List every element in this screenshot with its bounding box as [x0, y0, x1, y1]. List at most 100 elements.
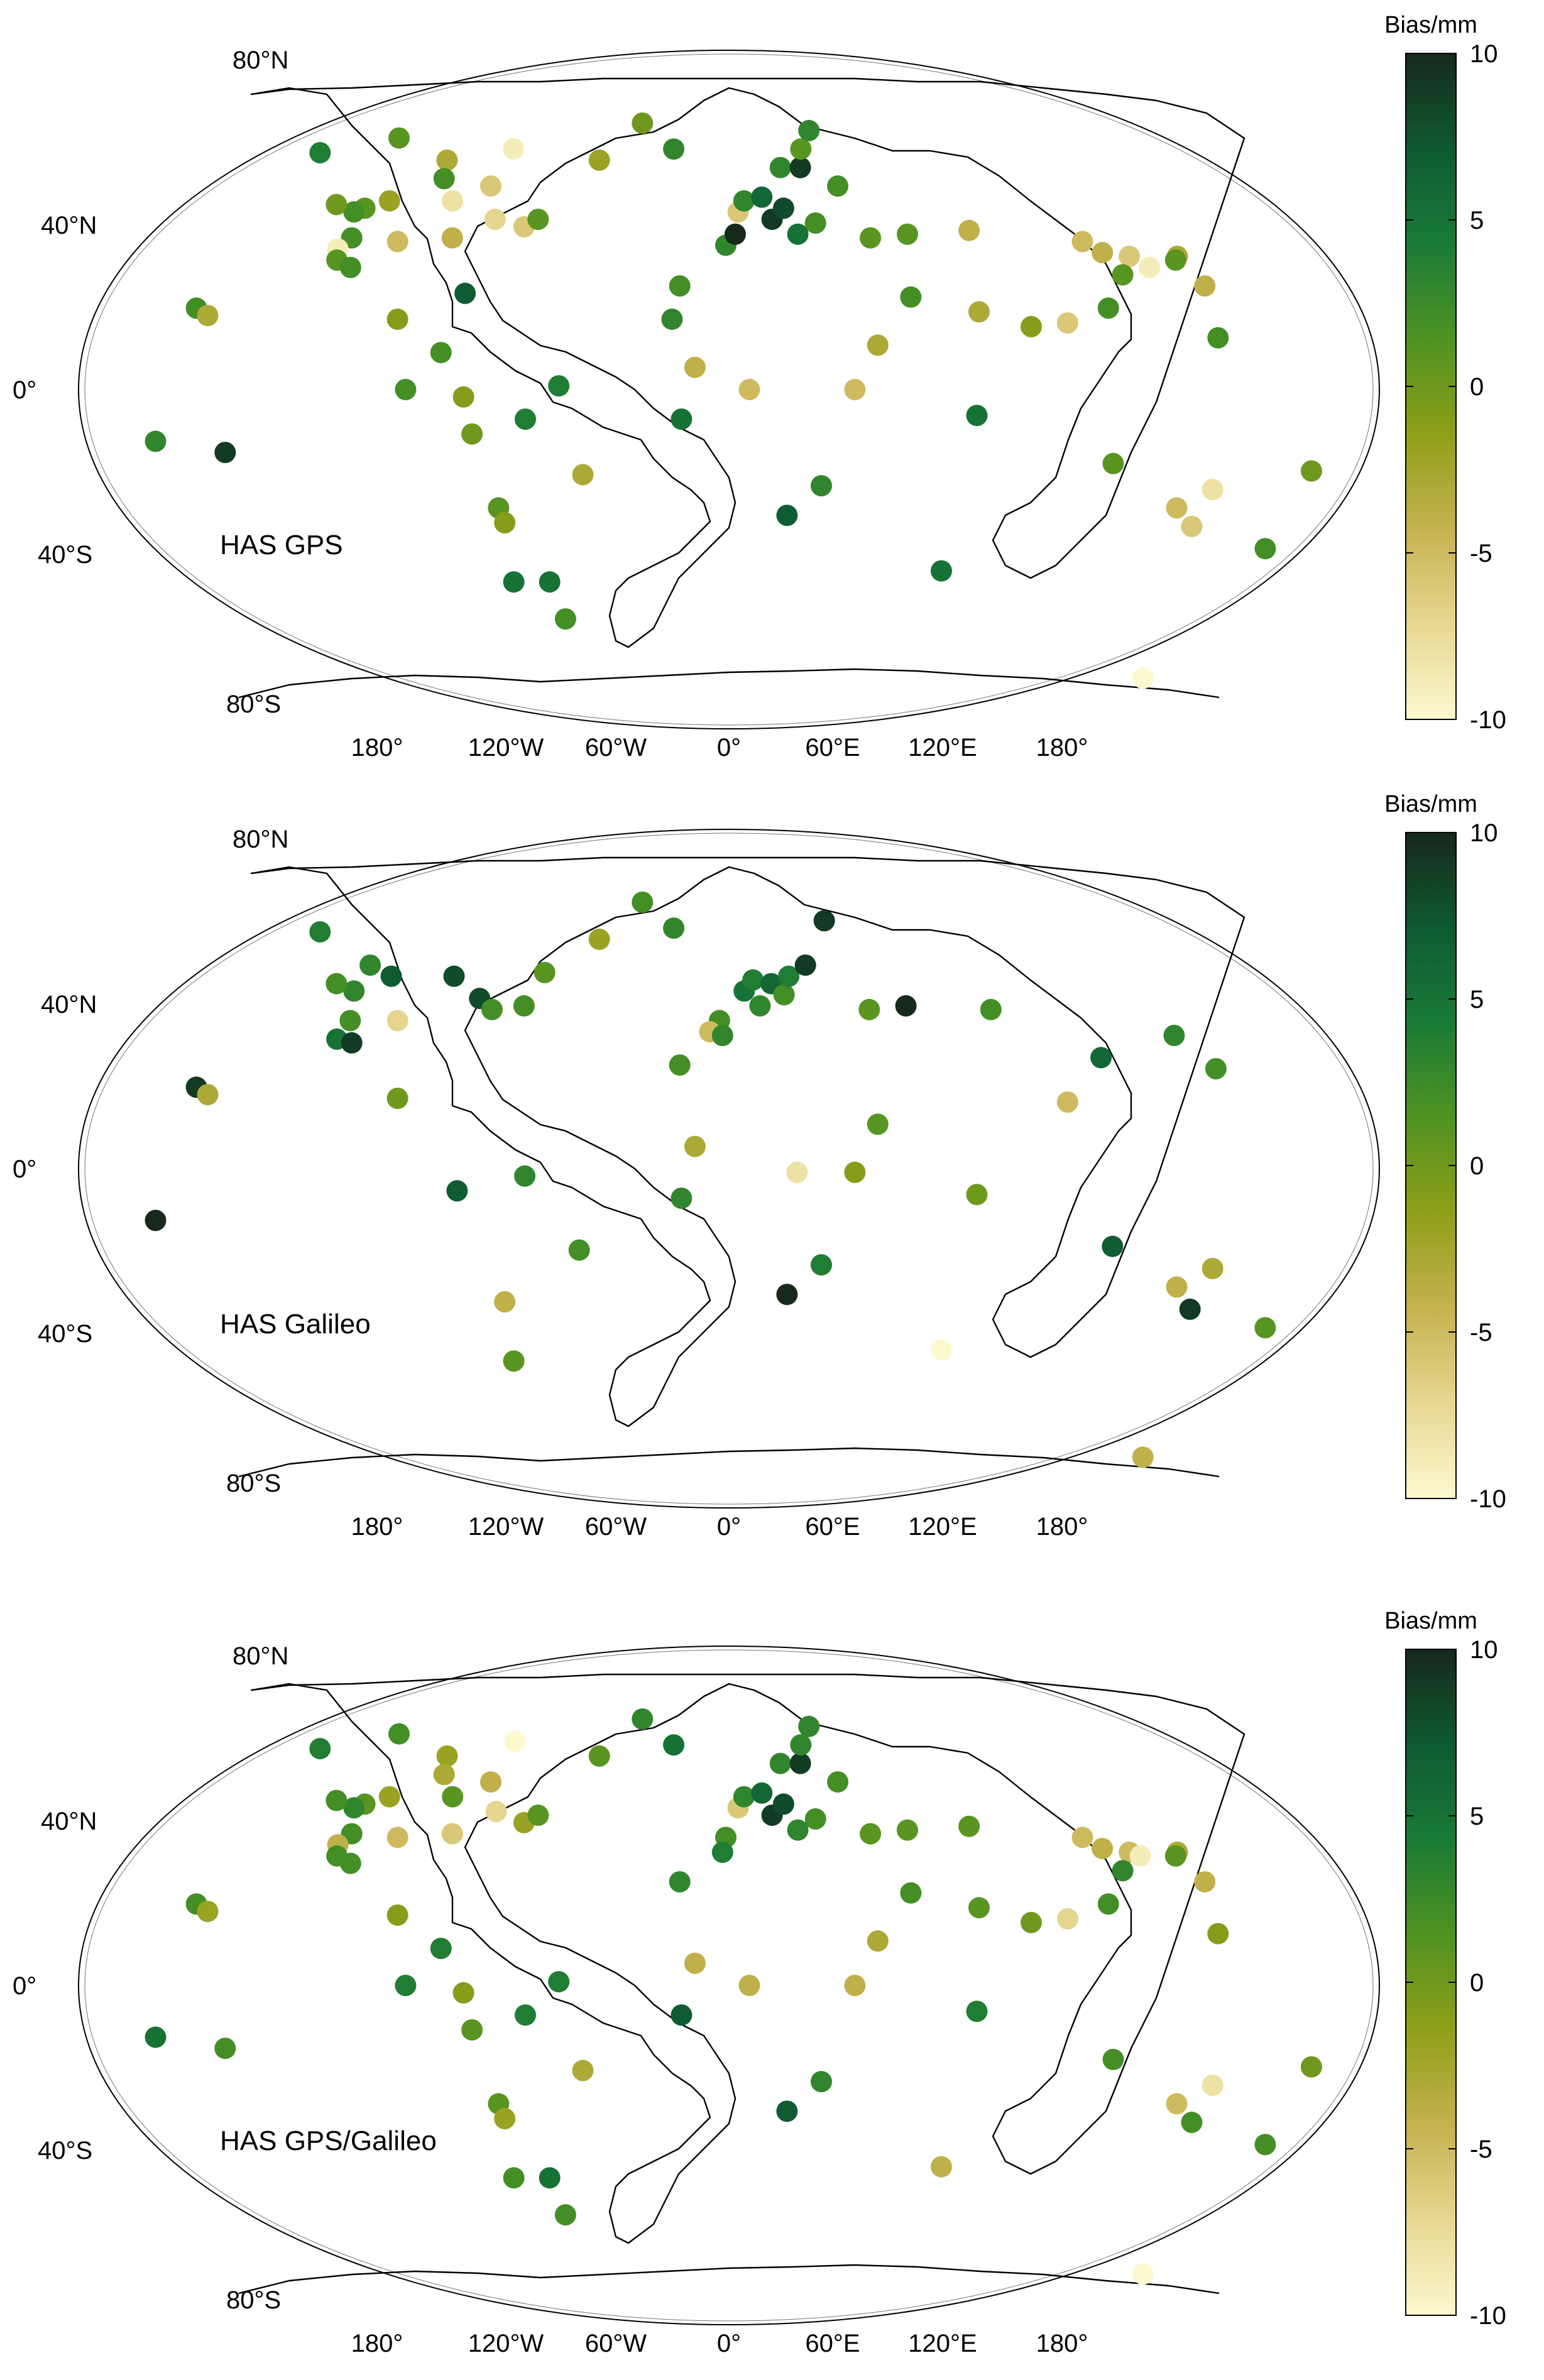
- station-marker: [1129, 1845, 1151, 1867]
- station-marker: [711, 1842, 733, 1863]
- station-marker: [539, 2167, 561, 2189]
- station-marker: [684, 1135, 706, 1157]
- station-marker: [494, 2108, 516, 2129]
- station-marker: [980, 998, 1002, 1020]
- station-marker: [778, 965, 800, 987]
- lat-tick-label: 80°S: [226, 1470, 281, 1497]
- station-marker: [966, 2001, 988, 2022]
- station-marker: [433, 168, 455, 190]
- station-marker: [527, 1804, 549, 1826]
- station-marker: [433, 1764, 455, 1786]
- lon-tick-label: 60°E: [805, 2330, 860, 2357]
- station-marker: [1021, 1911, 1042, 1933]
- colorbar-tick-label: 10: [1470, 819, 1498, 847]
- station-marker: [343, 201, 365, 223]
- station-marker: [395, 1975, 417, 1996]
- station-marker: [441, 227, 463, 249]
- station-marker: [145, 2026, 167, 2048]
- station-marker: [1132, 1446, 1154, 1468]
- station-marker: [503, 1350, 525, 1372]
- station-marker: [145, 1209, 167, 1231]
- station-marker: [539, 571, 561, 593]
- station-marker: [1139, 256, 1161, 278]
- station-marker: [452, 1982, 474, 2004]
- station-marker: [844, 1975, 866, 1996]
- station-marker: [326, 973, 348, 995]
- lon-tick-label: 0°: [717, 734, 741, 761]
- colorbar-tick-label: 0: [1470, 373, 1484, 401]
- map-frame: [78, 50, 1380, 729]
- station-marker: [773, 984, 795, 1006]
- station-marker: [900, 286, 922, 308]
- station-marker: [1163, 1025, 1185, 1046]
- station-marker: [1202, 2075, 1224, 2096]
- station-marker: [1102, 452, 1124, 474]
- station-marker: [386, 1826, 408, 1848]
- station-marker: [669, 1871, 691, 1893]
- lon-tick-label: 120°W: [468, 734, 544, 761]
- station-marker: [931, 2156, 952, 2178]
- station-marker: [1207, 327, 1229, 349]
- station-marker: [485, 1801, 507, 1823]
- map-frame: [78, 1646, 1380, 2325]
- station-marker: [341, 1032, 363, 1054]
- station-marker: [804, 1808, 826, 1830]
- lon-tick-label: 180°: [1036, 1513, 1088, 1541]
- station-marker: [684, 356, 706, 378]
- station-marker: [1194, 275, 1216, 297]
- lon-tick-label: 120°E: [908, 734, 977, 761]
- station-marker: [443, 965, 465, 987]
- station-marker: [966, 405, 988, 427]
- lat-tick-label: 80°S: [226, 691, 281, 718]
- station-marker: [197, 1901, 219, 1923]
- colorbar-tick-label: -10: [1470, 1485, 1506, 1513]
- station-marker: [534, 961, 556, 983]
- lon-tick-label: 180°: [351, 2330, 403, 2357]
- lon-tick-label: 180°: [1036, 2330, 1088, 2357]
- lat-tick-label: 40°N: [41, 991, 97, 1018]
- lat-tick-label: 40°S: [38, 2137, 92, 2164]
- station-marker: [484, 209, 506, 231]
- station-marker: [452, 386, 474, 408]
- station-marker: [197, 1084, 219, 1106]
- station-marker: [442, 1786, 464, 1808]
- station-marker: [1097, 1893, 1119, 1915]
- station-marker: [968, 1897, 990, 1919]
- station-marker: [339, 1010, 361, 1032]
- station-marker: [968, 301, 990, 323]
- station-marker: [811, 475, 832, 497]
- station-marker: [446, 1180, 468, 1202]
- lat-tick-label: 40°N: [41, 1808, 97, 1835]
- station-marker: [671, 408, 693, 430]
- station-marker: [395, 379, 417, 400]
- colorbar-title: Bias/mm: [1384, 12, 1477, 38]
- station-marker: [515, 2004, 536, 2026]
- station-marker: [145, 430, 167, 452]
- station-marker: [1092, 1838, 1114, 1860]
- station-marker: [931, 1339, 952, 1361]
- station-marker: [711, 1025, 733, 1046]
- station-marker: [897, 223, 918, 245]
- station-marker: [661, 308, 683, 330]
- station-marker: [811, 2071, 832, 2093]
- station-marker: [867, 334, 889, 356]
- station-marker: [386, 231, 408, 253]
- station-marker: [503, 138, 525, 160]
- station-marker: [503, 2167, 525, 2189]
- station-marker: [844, 1161, 866, 1183]
- station-marker: [430, 1938, 452, 1960]
- colorbar-tick-label: 0: [1470, 1969, 1484, 1997]
- station-marker: [860, 227, 882, 249]
- colorbar-tick-label: 10: [1470, 1636, 1498, 1664]
- station-marker: [1166, 497, 1188, 519]
- station-marker: [813, 910, 835, 932]
- lat-tick-label: 0°: [13, 1972, 36, 2000]
- map-frame-inner: [84, 53, 1374, 726]
- map-frame: [78, 829, 1380, 1509]
- station-marker: [931, 560, 952, 582]
- station-marker: [504, 1730, 526, 1752]
- station-marker: [751, 186, 773, 208]
- map-panel-3: 80°N 40°N 0° 40°S 80°S 180° 120°W 60°W 0° 60°E 120…: [13, 1608, 1506, 2357]
- station-marker: [214, 442, 236, 464]
- station-marker: [632, 1708, 654, 1730]
